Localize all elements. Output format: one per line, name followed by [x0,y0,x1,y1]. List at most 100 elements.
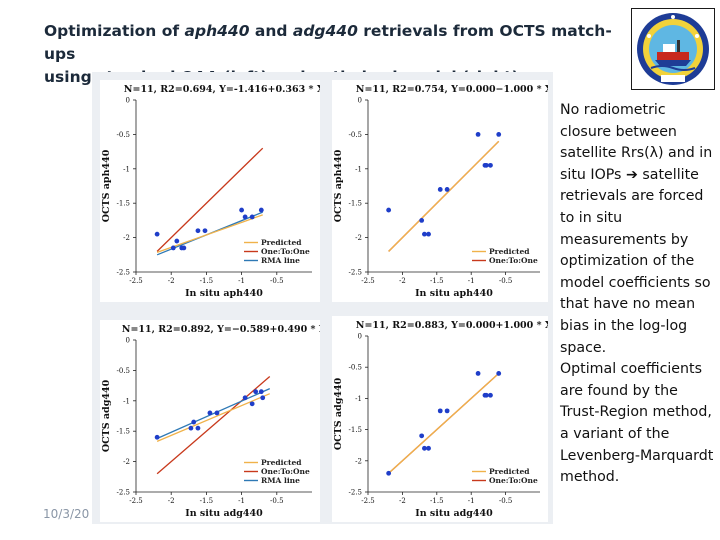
slide-date: 10/3/20 [43,507,90,521]
data-point [242,214,248,220]
y-tick-label: 0 [126,337,130,345]
legend-label: One:To:One [261,247,310,256]
data-point [437,187,443,192]
x-tick-label: -2.5 [129,497,143,505]
data-point [444,408,450,414]
data-point [170,245,176,251]
y-tick-label: -0.5 [349,364,363,372]
data-point [483,162,489,168]
data-point [181,245,187,251]
x-tick-label: -2.5 [361,277,375,285]
data-point [488,162,493,168]
x-tick-label: -2 [168,497,175,505]
explanation-paragraph-1: No radiometric closure between satellite… [560,102,713,356]
x-axis-label: In situ adg440 [415,508,493,519]
data-point [253,389,259,395]
y-tick-label: -0.5 [117,131,131,139]
legend-label: RMA line [261,256,300,265]
data-point [386,207,392,213]
data-point [260,395,266,401]
data-point [426,231,431,237]
data-point [426,445,431,451]
data-point [195,425,201,431]
y-tick-label: -1 [123,397,130,405]
chart-title: N=11, R2=0.883, Y=0.000+1.000 * X [356,320,548,331]
y-tick-label: -2.5 [117,269,131,277]
y-tick-label: -1.5 [349,426,363,434]
y-tick-label: -2.5 [117,489,131,497]
x-tick-label: -0.5 [499,277,512,285]
legend-label: RMA line [261,476,300,485]
data-point [239,207,245,213]
y-tick-label: -2.5 [349,489,363,497]
y-tick-label: -1.5 [117,428,131,436]
data-point [154,434,160,440]
data-point [207,410,213,416]
legend-label: Predicted [261,458,302,467]
data-point [202,228,208,234]
x-tick-label: -1 [238,497,245,505]
data-point [488,392,493,398]
y-tick-label: -1 [123,165,130,173]
data-point [483,392,489,398]
y-axis-label: OCTS adg440 [101,379,112,452]
plot-aph-standard: N=11, R2=0.694, Y=-1.416+0.363 * X -2.5 -2… [100,80,320,302]
y-axis-label: OCTS aph440 [101,149,112,222]
scatter-plot-svg: N=11, R2=0.883, Y=0.000+1.000 * X -2.5 -2 -… [333,320,548,519]
plot-adg-standard: N=11, R2=0.892, Y=−0.589+0.490 * X -2.5 -2… [100,320,320,522]
scatter-plot-svg: N=11, R2=0.754, Y=0.000−1.000 * X -2.5 -2 -… [333,84,548,299]
data-point [174,238,180,244]
y-tick-label: 0 [358,333,362,341]
data-point [242,395,248,401]
y-axis-label: OCTS aph440 [333,149,344,222]
predicted-line [388,140,500,252]
data-point [422,231,427,237]
y-tick-label: -0.5 [349,131,363,139]
x-axis-label: In situ aph440 [185,288,263,299]
data-point [214,410,220,416]
x-tick-label: -2 [168,277,175,285]
y-tick-label: -0.5 [117,367,131,375]
chart-title: N=11, R2=0.754, Y=0.000−1.000 * X [356,84,548,95]
right-arrow-icon: ➔ [625,166,638,183]
y-tick-label: -2 [123,458,130,466]
x-tick-label: -0.5 [270,277,284,285]
data-point [419,433,425,439]
data-point [386,470,392,476]
data-point [496,132,502,137]
legend-label: Predicted [489,467,530,476]
data-point [191,419,197,425]
legend-label: Predicted [261,238,302,247]
data-point [437,408,443,414]
data-point [444,187,450,192]
x-tick-label: -2.5 [361,497,375,505]
y-axis-label: OCTS adg440 [333,377,344,450]
scatter-plot-svg: N=11, R2=0.892, Y=−0.589+0.490 * X-2.5 -2… [101,324,320,519]
y-tick-label: 0 [358,97,362,105]
data-point [258,389,264,395]
data-point [475,371,481,376]
x-tick-label: -1 [238,277,245,285]
x-tick-label: -2 [399,497,406,505]
x-tick-label: -1.5 [200,277,214,285]
x-axis-label: In situ aph440 [415,288,493,299]
data-point [195,228,201,234]
y-tick-label: -1.5 [349,200,363,208]
society-seal-icon [630,7,716,91]
data-point [475,132,481,137]
data-point [496,371,502,376]
data-point [258,207,264,213]
predicted-line [388,372,500,474]
x-tick-label: -1 [468,277,475,285]
y-tick-label: -1.5 [117,200,131,208]
x-tick-label: -1.5 [430,277,444,285]
x-tick-label: -0.5 [499,497,512,505]
x-tick-label: -1 [468,497,475,505]
x-tick-label: -0.5 [270,497,284,505]
data-point [249,401,255,407]
scatter-plot-svg: N=11, R2=0.694, Y=-1.416+0.363 * X-2.5 -2… [101,84,320,299]
one-to-one-line [156,147,264,252]
predicted-line [156,393,271,442]
data-point [188,425,194,431]
one-to-one-line [156,375,271,475]
